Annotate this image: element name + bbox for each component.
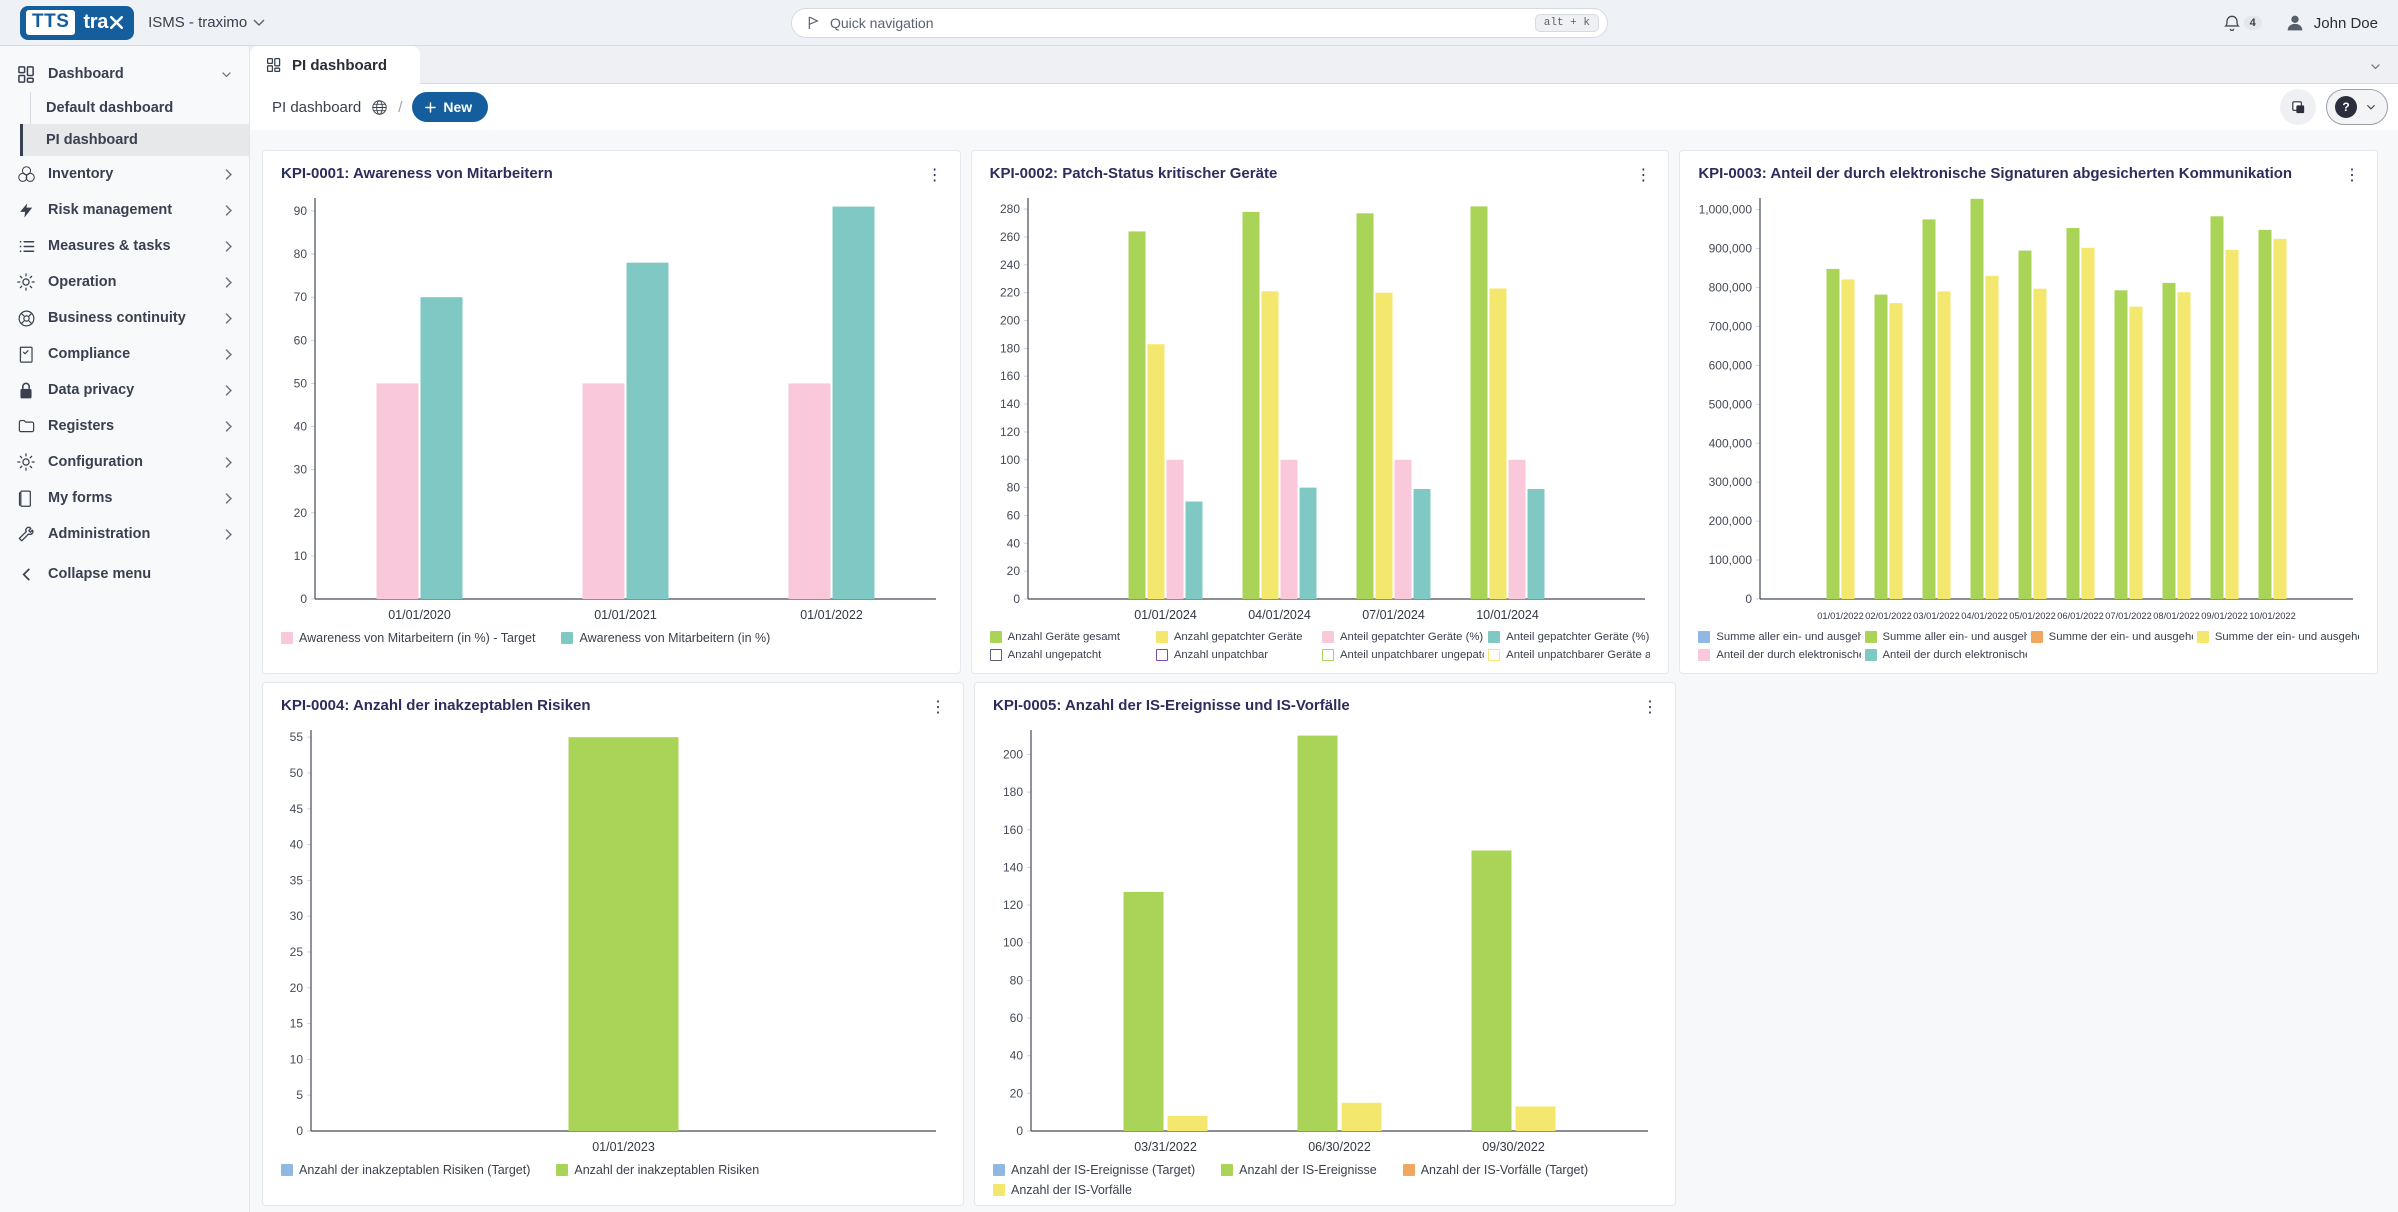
svg-text:25: 25 — [290, 945, 304, 959]
svg-text:0: 0 — [296, 1124, 303, 1138]
svg-text:03/01/2022: 03/01/2022 — [1914, 611, 1961, 621]
svg-text:30: 30 — [294, 463, 308, 477]
svg-text:01/01/2020: 01/01/2020 — [388, 608, 451, 622]
svg-text:140: 140 — [1000, 397, 1020, 411]
svg-text:60: 60 — [294, 333, 308, 347]
svg-text:400,000: 400,000 — [1709, 436, 1753, 450]
svg-text:01/01/2024: 01/01/2024 — [1134, 608, 1197, 622]
svg-text:02/01/2022: 02/01/2022 — [1866, 611, 1913, 621]
svg-text:09/30/2022: 09/30/2022 — [1482, 1140, 1545, 1154]
svg-text:15: 15 — [290, 1017, 304, 1031]
svg-text:120: 120 — [1000, 425, 1020, 439]
svg-text:60: 60 — [1010, 1011, 1024, 1025]
svg-text:700,000: 700,000 — [1709, 319, 1753, 333]
svg-text:180: 180 — [1000, 341, 1020, 355]
svg-text:01/01/2022: 01/01/2022 — [1818, 611, 1865, 621]
svg-text:60: 60 — [1006, 508, 1020, 522]
svg-text:20: 20 — [290, 981, 304, 995]
svg-text:80: 80 — [294, 247, 308, 261]
svg-text:10: 10 — [294, 549, 308, 563]
svg-text:40: 40 — [1006, 536, 1020, 550]
svg-text:80: 80 — [1010, 973, 1024, 987]
svg-text:260: 260 — [1000, 230, 1020, 244]
svg-text:05/01/2022: 05/01/2022 — [2010, 611, 2057, 621]
svg-text:04/01/2022: 04/01/2022 — [1962, 611, 2009, 621]
svg-text:140: 140 — [1003, 860, 1023, 874]
svg-text:100: 100 — [1003, 936, 1023, 950]
svg-text:40: 40 — [294, 420, 308, 434]
svg-text:01/01/2021: 01/01/2021 — [594, 608, 657, 622]
svg-text:160: 160 — [1000, 369, 1020, 383]
svg-text:40: 40 — [290, 838, 304, 852]
svg-text:70: 70 — [294, 290, 308, 304]
svg-text:10/01/2024: 10/01/2024 — [1476, 608, 1539, 622]
svg-text:09/01/2022: 09/01/2022 — [2202, 611, 2249, 621]
svg-text:0: 0 — [1746, 592, 1753, 606]
svg-text:03/31/2022: 03/31/2022 — [1134, 1140, 1197, 1154]
svg-text:0: 0 — [1016, 1124, 1023, 1138]
svg-text:90: 90 — [294, 204, 308, 218]
svg-text:10/01/2022: 10/01/2022 — [2250, 611, 2297, 621]
svg-text:06/30/2022: 06/30/2022 — [1308, 1140, 1371, 1154]
svg-text:180: 180 — [1003, 785, 1023, 799]
svg-text:40: 40 — [1010, 1049, 1024, 1063]
svg-text:10: 10 — [290, 1052, 304, 1066]
svg-text:20: 20 — [294, 506, 308, 520]
svg-text:120: 120 — [1003, 898, 1023, 912]
svg-text:500,000: 500,000 — [1709, 397, 1753, 411]
svg-text:900,000: 900,000 — [1709, 242, 1753, 256]
svg-text:08/01/2022: 08/01/2022 — [2154, 611, 2201, 621]
svg-text:55: 55 — [290, 730, 304, 744]
svg-text:20: 20 — [1006, 564, 1020, 578]
svg-text:160: 160 — [1003, 823, 1023, 837]
svg-text:200: 200 — [1003, 747, 1023, 761]
svg-text:50: 50 — [294, 376, 308, 390]
svg-text:800,000: 800,000 — [1709, 281, 1753, 295]
svg-text:01/01/2022: 01/01/2022 — [800, 608, 863, 622]
svg-text:280: 280 — [1000, 202, 1020, 216]
svg-text:07/01/2022: 07/01/2022 — [2106, 611, 2153, 621]
svg-text:300,000: 300,000 — [1709, 475, 1753, 489]
svg-text:07/01/2024: 07/01/2024 — [1362, 608, 1425, 622]
svg-text:240: 240 — [1000, 258, 1020, 272]
svg-text:0: 0 — [300, 592, 307, 606]
svg-text:100: 100 — [1000, 453, 1020, 467]
svg-text:35: 35 — [290, 873, 304, 887]
svg-text:1,000,000: 1,000,000 — [1699, 203, 1753, 217]
svg-text:0: 0 — [1013, 592, 1020, 606]
svg-text:5: 5 — [296, 1088, 303, 1102]
svg-text:20: 20 — [1010, 1086, 1024, 1100]
svg-text:06/01/2022: 06/01/2022 — [2058, 611, 2105, 621]
svg-text:200: 200 — [1000, 314, 1020, 328]
svg-text:30: 30 — [290, 909, 304, 923]
svg-text:600,000: 600,000 — [1709, 358, 1753, 372]
svg-text:80: 80 — [1006, 481, 1020, 495]
svg-text:01/01/2023: 01/01/2023 — [592, 1140, 655, 1154]
svg-text:04/01/2024: 04/01/2024 — [1248, 608, 1311, 622]
svg-text:45: 45 — [290, 802, 304, 816]
svg-text:200,000: 200,000 — [1709, 514, 1753, 528]
svg-text:220: 220 — [1000, 286, 1020, 300]
svg-text:100,000: 100,000 — [1709, 553, 1753, 567]
svg-text:50: 50 — [290, 766, 304, 780]
